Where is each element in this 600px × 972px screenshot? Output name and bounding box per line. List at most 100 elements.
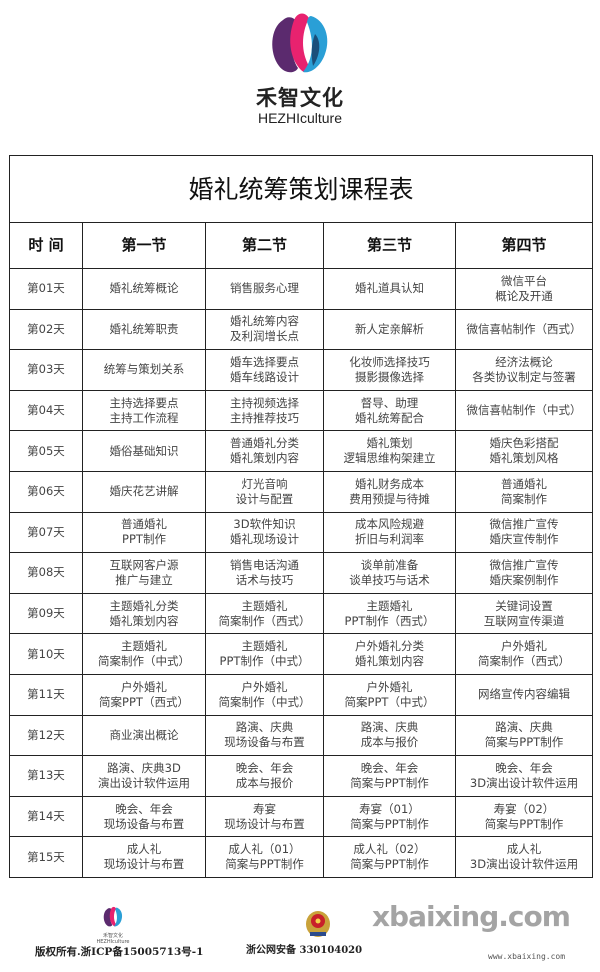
course-cell: 婚庆花艺讲解 [82, 470, 206, 513]
course-text: 简案制作（中式） [98, 654, 190, 669]
day-cell: 第10天 [9, 633, 83, 675]
day-cell: 第04天 [9, 389, 83, 432]
course-text: 户外婚礼 [501, 639, 547, 654]
course-cell: 成人礼（01） 简案与PPT制作 [205, 836, 324, 878]
course-text: 成本风险规避 [355, 517, 424, 532]
beian-link[interactable]: 浙公网安备 330104020 [246, 945, 363, 956]
footer-logo-en: HEZHIculture [96, 939, 130, 945]
column-header: 第二节 [205, 222, 324, 269]
course-text: 商业演出概论 [109, 727, 179, 742]
police-emblem-icon [305, 908, 331, 942]
brand-name-cn: 禾智文化 [256, 86, 344, 110]
course-text: 微信推广宣传 [489, 517, 559, 532]
course-text: 成本与报价 [235, 775, 294, 790]
course-cell: 婚礼统筹职责 [82, 308, 206, 351]
course-text: 寿宴（01） [359, 801, 420, 816]
course-cell: 晚会、年会 现场设备与布置 [82, 795, 206, 838]
course-text: 成本与报价 [360, 735, 419, 750]
course-text: 网络宣传内容编辑 [478, 687, 570, 702]
brand-logo-icon [272, 13, 328, 73]
table-header-row: 时 间第一节 第二节 第三节 第四节 [9, 222, 593, 269]
table-row: 第13天 路演、庆典3D 演出设计软件运用 晚会、年会 成本与报价 晚会、年会 简案与PPT… [9, 755, 593, 797]
table-row: 第02天 婚礼统筹职责 婚礼统筹内容 及利润增长点 新人定亲解析 微信喜帖制作（西式） [9, 308, 593, 351]
course-text: 普通婚礼 [501, 476, 547, 491]
course-cell: 统筹与策划关系 [82, 349, 206, 391]
day-cell: 第02天 [9, 308, 83, 351]
day-cell: 第12天 [9, 714, 83, 757]
course-text: 微信喜帖制作（中式） [466, 403, 582, 418]
course-text: 现场设备与布置 [224, 735, 305, 750]
table-row: 第15天 成人礼 现场设计与布置 成人礼（01） 简案与PPT制作 成人礼（02） 简案与P… [9, 836, 593, 878]
course-text: 谈单前准备 [360, 557, 419, 572]
day-cell: 第07天 [9, 511, 83, 554]
course-cell: 主持视频选择 主持推荐技巧 [205, 389, 324, 432]
course-cell: 寿宴（01） 简案与PPT制作 [323, 795, 456, 838]
course-text: 婚礼策划内容 [230, 451, 299, 466]
table-row: 第08天 互联网客户源 推广与建立 销售电话沟通 话术与技巧 谈单前准备 谈单技巧与话术 微信… [9, 552, 593, 594]
course-cell: 主持选择要点 主持工作流程 [82, 389, 206, 432]
course-text: 婚俗基础知识 [109, 443, 179, 458]
course-text: 主题婚礼 [366, 598, 413, 613]
table-row: 第06天 婚庆花艺讲解 灯光音响 设计与配置 婚礼财务成本 费用预提与待摊 普通婚礼 简案制作 [9, 470, 593, 513]
course-text: 晚会、年会 [495, 760, 553, 775]
course-cell: 普通婚礼分类 婚礼策划内容 [205, 430, 324, 472]
course-cell: 路演、庆典 简案与PPT制作 [455, 714, 593, 757]
course-text: 婚礼统筹职责 [109, 321, 179, 336]
course-text: 婚礼财务成本 [355, 476, 424, 491]
course-text: 销售电话沟通 [230, 557, 299, 572]
course-text: 主题婚礼 [241, 639, 288, 654]
watermark-url: www.xbaixing.com [488, 952, 566, 961]
course-text: 概论及开通 [495, 288, 553, 303]
course-cell: 普通婚礼 PPT制作 [82, 511, 206, 554]
course-text: 销售服务心理 [230, 281, 299, 296]
course-text: 微信平台 [501, 273, 547, 288]
brand-name-en: HEZHIculture [257, 110, 343, 126]
course-cell: 晚会、年会 简案与PPT制作 [323, 755, 456, 797]
course-text: 户外婚礼 [241, 679, 288, 694]
course-text: 主题婚礼 [241, 598, 288, 613]
course-text: 统筹与策划关系 [103, 362, 185, 377]
course-text: 婚礼现场设计 [230, 532, 299, 547]
course-text: 微信推广宣传 [489, 557, 559, 572]
course-cell: 成人礼 现场设计与布置 [82, 836, 206, 878]
column-header: 第一节 [82, 222, 206, 269]
course-text: 主持视频选择 [230, 395, 299, 410]
course-text: 婚车线路设计 [230, 369, 299, 384]
course-cell: 婚礼统筹概论 [82, 268, 206, 310]
course-cell: 户外婚礼 简案PPT（中式） [323, 673, 456, 716]
course-text: 互联网客户源 [109, 557, 179, 572]
course-cell: 成本风险规避 折旧与利润率 [323, 511, 456, 554]
course-cell: 晚会、年会 3D演出设计软件运用 [455, 755, 593, 797]
table-body: 第01天 婚礼统筹概论 销售服务心理 婚礼道具认知 微信平台 概论及开通 第02天 婚礼统筹职… [9, 268, 593, 878]
course-text: 婚庆花艺讲解 [109, 484, 179, 499]
day-cell: 第03天 [9, 349, 83, 391]
course-cell: 主题婚礼 简案制作（西式） [205, 592, 324, 635]
course-text: 化妆师选择技巧 [349, 354, 430, 369]
course-text: 婚礼统筹概论 [109, 281, 179, 296]
course-cell: 婚俗基础知识 [82, 430, 206, 472]
course-text: 晚会、年会 [360, 760, 419, 775]
course-text: 晚会、年会 [235, 760, 294, 775]
course-text: 婚礼策划内容 [109, 613, 179, 628]
course-text: 婚庆案例制作 [489, 572, 559, 587]
course-text: 简案制作（中式） [218, 694, 311, 709]
course-text: 婚庆宣传制作 [489, 532, 559, 547]
course-cell: 婚礼策划 逻辑思维构架建立 [323, 430, 456, 472]
day-cell: 第13天 [9, 755, 83, 797]
course-text: 及利润增长点 [230, 329, 299, 344]
course-text: 主题婚礼 [121, 639, 167, 654]
course-text: 婚礼策划内容 [355, 654, 424, 669]
course-text: 谈单技巧与话术 [349, 572, 430, 587]
course-cell: 路演、庆典3D 演出设计软件运用 [82, 755, 206, 797]
column-header: 时 间 [9, 222, 83, 269]
table-row: 第05天 婚俗基础知识 普通婚礼分类 婚礼策划内容 婚礼策划 逻辑思维构架建立 婚庆色彩搭配… [9, 430, 593, 472]
course-cell: 户外婚礼分类 婚礼策划内容 [323, 633, 456, 675]
course-cell: 化妆师选择技巧 摄影摄像选择 [323, 349, 456, 391]
course-cell: 谈单前准备 谈单技巧与话术 [323, 552, 456, 594]
course-text: 督导、助理 [360, 395, 419, 410]
course-text: PPT制作（中式） [219, 654, 310, 669]
course-cell: 婚礼财务成本 费用预提与待摊 [323, 470, 456, 513]
course-cell: 关键词设置 互联网宣传渠道 [455, 592, 593, 635]
column-header: 第三节 [323, 222, 456, 269]
course-text: 关键词设置 [495, 598, 553, 613]
